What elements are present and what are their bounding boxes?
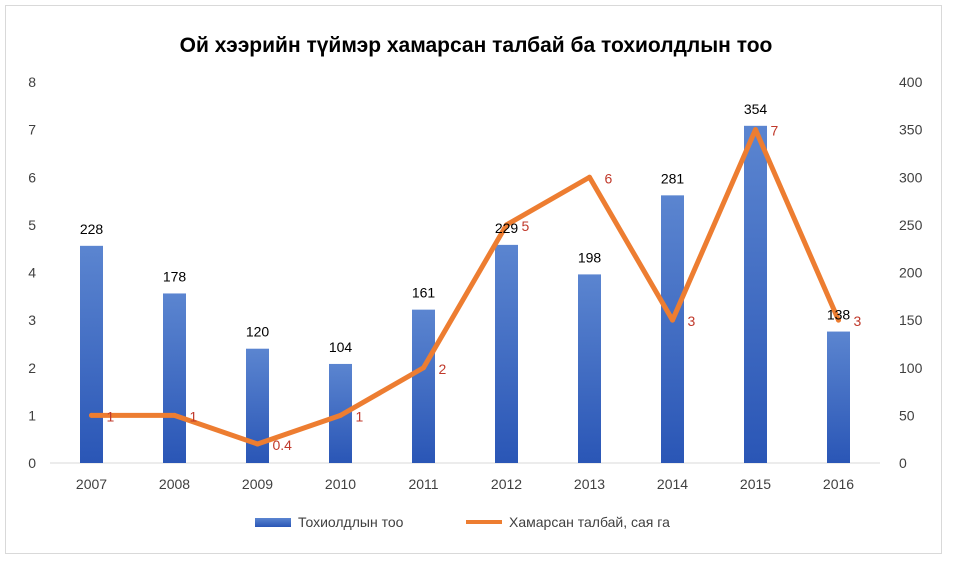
- bar: [578, 274, 601, 463]
- left-axis-tick-label: 4: [28, 265, 36, 281]
- x-axis-tick-label: 2007: [76, 476, 107, 492]
- line-point: [504, 222, 509, 228]
- bar: [495, 244, 518, 463]
- x-axis-tick-label: 2011: [408, 476, 438, 492]
- line-data-label: 3: [854, 313, 862, 329]
- x-axis-tick-label: 2016: [823, 476, 854, 492]
- line-point: [421, 365, 426, 371]
- bar: [163, 293, 186, 463]
- left-axis-tick-label: 1: [28, 407, 36, 423]
- x-axis-tick-label: 2015: [740, 476, 771, 492]
- left-axis-tick-label: 3: [28, 312, 36, 328]
- bar-data-label: 178: [163, 268, 187, 284]
- bar-data-label: 138: [827, 307, 851, 323]
- bar-data-label: 161: [412, 285, 436, 301]
- right-axis-tick-label: 350: [899, 122, 923, 138]
- bar: [827, 331, 850, 463]
- x-axis-tick-label: 2013: [574, 476, 605, 492]
- left-axis-tick-label: 2: [28, 360, 36, 376]
- line-point: [587, 174, 592, 180]
- right-axis-tick-label: 300: [899, 169, 923, 185]
- bar-data-label: 198: [578, 249, 602, 265]
- bar: [412, 309, 435, 463]
- chart-title: Ой хээрийн түймэр хамарсан талбай ба тох…: [180, 34, 773, 57]
- line-point: [753, 127, 758, 133]
- line-point: [172, 412, 177, 418]
- line-data-label: 1: [190, 408, 198, 424]
- line-point: [836, 317, 841, 323]
- left-axis-tick-label: 7: [28, 122, 36, 138]
- line-series: [89, 127, 841, 447]
- bar-data-label: 104: [329, 339, 353, 355]
- right-axis-tick-label: 150: [899, 312, 923, 328]
- left-axis-tick-label: 8: [28, 74, 36, 90]
- left-axis-tick-label: 6: [28, 169, 36, 185]
- legend-label-bar: Тохиолдлын тоо: [298, 514, 404, 530]
- x-axis-tick-label: 2014: [657, 476, 688, 492]
- line-layer: [89, 127, 841, 447]
- legend: Тохиолдлын тоо Хамарсан талбай, сая га: [255, 514, 670, 530]
- line-data-label: 5: [522, 218, 530, 234]
- x-axis-tick-label: 2008: [159, 476, 190, 492]
- line-point: [89, 412, 94, 418]
- bar: [80, 245, 103, 463]
- x-axis-tick-label: 2010: [325, 476, 356, 492]
- line-data-label: 7: [771, 123, 779, 139]
- bar-data-label: 228: [80, 221, 104, 237]
- right-axis-tick-label: 250: [899, 217, 923, 233]
- right-axis-tick-label: 200: [899, 265, 923, 281]
- bar: [246, 348, 269, 463]
- line-data-label: 1: [356, 408, 364, 424]
- bars: [80, 125, 850, 463]
- line-point: [338, 412, 343, 418]
- x-axis-tick-label: 2012: [491, 476, 522, 492]
- x-axis-tick-label: 2009: [242, 476, 273, 492]
- bar-data-label: 281: [661, 170, 685, 186]
- bar-data-label: 229: [495, 220, 519, 236]
- right-axis-tick-label: 0: [899, 455, 907, 471]
- left-axis-tick-label: 0: [28, 455, 36, 471]
- bar: [744, 125, 767, 463]
- left-axis-tick-label: 5: [28, 217, 36, 233]
- line-data-label: 1: [107, 408, 115, 424]
- bar: [661, 195, 684, 463]
- line-data-label: 6: [605, 170, 613, 186]
- legend-label-line: Хамарсан талбай, сая га: [509, 514, 670, 530]
- legend-swatch-bar: [255, 518, 291, 527]
- bar-data-label: 354: [744, 101, 768, 117]
- line-point: [670, 317, 675, 323]
- right-axis-tick-label: 100: [899, 360, 923, 376]
- bar-data-label: 120: [246, 324, 270, 340]
- right-axis-tick-label: 400: [899, 74, 923, 90]
- axes: 0 1 2 3 4 5 6 7 8 0 50 100 150 200 250 300 350 400 2007 200…: [28, 74, 922, 492]
- right-axis-tick-label: 50: [899, 407, 915, 423]
- data-labels: 228 178 120 104 161 229 198 281 354 138 1 1 0.4 1 2 5 6 3…: [80, 101, 862, 453]
- line-point: [255, 441, 260, 447]
- line-data-label: 0.4: [273, 437, 293, 453]
- line-data-label: 3: [688, 313, 696, 329]
- line-data-label: 2: [439, 361, 447, 377]
